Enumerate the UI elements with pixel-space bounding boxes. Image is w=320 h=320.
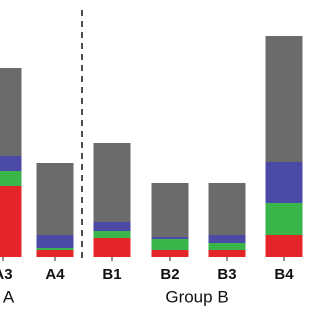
- bar-segment: [36, 250, 74, 257]
- group-label: Group A: [0, 287, 15, 306]
- bar-segment: [151, 237, 189, 239]
- x-tick-label: B2: [160, 266, 179, 283]
- bar-segment: [265, 36, 303, 162]
- x-tick-label: B4: [274, 266, 294, 283]
- bar-segment: [36, 163, 74, 235]
- bar-segment: [208, 250, 246, 257]
- x-tick-label: B1: [102, 266, 121, 283]
- group-label: Group B: [165, 287, 228, 306]
- bar-segment: [265, 203, 303, 235]
- bar-segment: [0, 156, 22, 171]
- bar-segment: [208, 243, 246, 250]
- bar-segment: [93, 238, 131, 257]
- x-tick-label: A4: [45, 266, 65, 283]
- bar-segment: [151, 183, 189, 237]
- bar-segment: [208, 183, 246, 235]
- bar-segment: [36, 248, 74, 250]
- bar-segment: [0, 171, 22, 186]
- bar-segment: [151, 239, 189, 250]
- bar-segment: [208, 235, 246, 243]
- bar-segment: [0, 186, 22, 257]
- bar-segment: [265, 162, 303, 203]
- bar-segment: [265, 235, 303, 257]
- bar-segment: [36, 235, 74, 248]
- bar-segment: [93, 143, 131, 222]
- bar-segment: [93, 222, 131, 231]
- x-tick-label: B3: [217, 266, 236, 283]
- x-tick-label: A3: [0, 266, 13, 283]
- bar-segment: [93, 231, 131, 238]
- bar-segment: [0, 68, 22, 156]
- bar-segment: [151, 250, 189, 257]
